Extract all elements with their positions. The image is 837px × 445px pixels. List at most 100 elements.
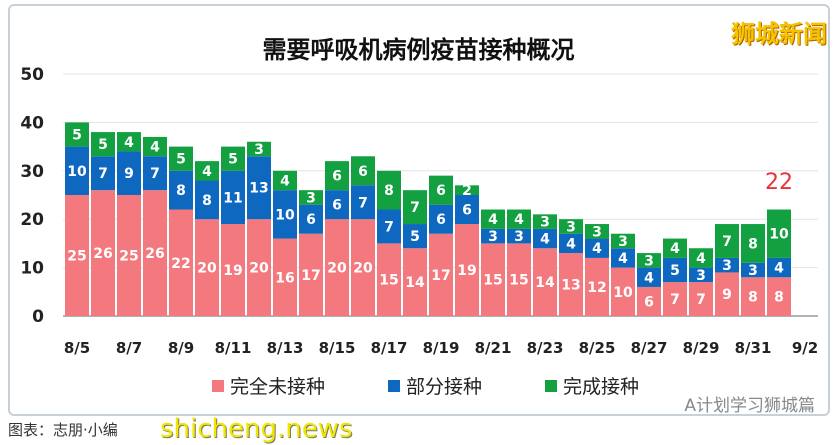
- data-label: 9: [124, 166, 134, 182]
- data-label: 19: [457, 263, 476, 279]
- caption: 图表：志朋·小编: [8, 421, 118, 439]
- bar-segment: [91, 190, 115, 316]
- data-label: 8: [176, 183, 186, 199]
- x-tick-label: 8/31: [735, 339, 772, 357]
- bar-segment: [533, 228, 557, 249]
- bar-segment: [767, 209, 791, 258]
- bar-segment: [143, 156, 167, 191]
- bar-segment: [299, 204, 323, 234]
- data-label: 11: [223, 190, 242, 206]
- data-label: 3: [618, 234, 628, 250]
- legend-swatch: [388, 379, 400, 392]
- data-label: 5: [98, 137, 108, 153]
- legend-item-full: 完成接种: [545, 372, 639, 399]
- x-tick-label: 8/23: [527, 339, 564, 357]
- data-label: 25: [119, 249, 138, 265]
- data-label: 14: [405, 275, 425, 291]
- data-label: 5: [228, 152, 238, 168]
- data-label: 25: [67, 249, 86, 265]
- data-label: 4: [618, 251, 628, 267]
- data-label: 5: [410, 229, 420, 245]
- data-label: 7: [696, 292, 706, 308]
- data-label: 6: [358, 164, 368, 180]
- bar-segment: [143, 136, 167, 157]
- bar-segment: [481, 209, 505, 229]
- data-label: 7: [670, 292, 680, 308]
- bar-segment: [507, 228, 531, 244]
- data-label: 7: [358, 195, 368, 211]
- data-label: 4: [280, 173, 290, 189]
- bar-segment: [715, 257, 739, 273]
- bar-segment: [507, 209, 531, 229]
- bar-segment: [221, 146, 245, 171]
- data-label: 3: [644, 253, 654, 269]
- x-tick-label: 8/11: [215, 339, 252, 357]
- site-watermark: shicheng.news: [160, 414, 353, 444]
- data-label: 8: [748, 290, 758, 306]
- data-label: 4: [150, 140, 160, 156]
- data-label: 22: [171, 256, 190, 272]
- data-label: 4: [540, 232, 550, 248]
- data-label: 4: [774, 261, 784, 277]
- bar-segment: [767, 257, 791, 278]
- x-tick-label: 8/25: [579, 339, 616, 357]
- brand-logo: 狮城新闻: [731, 20, 827, 48]
- data-label: 14: [535, 275, 555, 291]
- bar-segment: [637, 267, 661, 287]
- legend-swatch: [545, 379, 557, 392]
- data-label: 10: [613, 285, 633, 301]
- bar-segment: [273, 170, 297, 191]
- bar-segment: [481, 243, 505, 316]
- bar-segment: [429, 204, 453, 234]
- bar-segment: [559, 219, 583, 234]
- bar-segment: [559, 233, 583, 254]
- chart-title: 需要呼吸机病例疫苗接种概况: [262, 36, 575, 64]
- data-label: 13: [561, 278, 580, 294]
- bar-segment: [689, 248, 713, 268]
- x-tick-label: 9/2: [792, 339, 818, 357]
- data-label: 7: [410, 200, 420, 216]
- bar-segment: [351, 156, 375, 186]
- x-tick-label: 8/27: [631, 339, 668, 357]
- data-label: 7: [150, 166, 160, 182]
- data-label: 10: [67, 164, 87, 180]
- bar-segment: [91, 156, 115, 191]
- data-label: 6: [306, 212, 316, 228]
- data-label: 3: [514, 229, 524, 245]
- data-label: 4: [696, 251, 706, 267]
- bar-segment: [325, 161, 349, 191]
- data-label: 3: [748, 263, 758, 279]
- bar-segment: [585, 224, 609, 239]
- data-label: 4: [566, 236, 576, 252]
- x-tick-label: 8/19: [423, 339, 460, 357]
- bar-segment: [325, 190, 349, 220]
- data-label: 4: [488, 212, 498, 228]
- data-label: 20: [197, 261, 217, 277]
- x-tick-label: 8/21: [475, 339, 512, 357]
- data-label: 6: [462, 203, 472, 219]
- wechat-watermark: A计划学习狮城篇: [684, 396, 815, 416]
- y-tick-label: 20: [20, 210, 44, 230]
- bar-segment: [299, 233, 323, 316]
- data-label: 8: [774, 290, 784, 306]
- legend-item-unvaccinated: 完全未接种: [212, 372, 325, 399]
- data-label: 6: [436, 212, 446, 228]
- y-tick-label: 10: [20, 259, 44, 279]
- bar-segment: [403, 190, 427, 225]
- bar-segment: [533, 248, 557, 316]
- data-label: 3: [488, 229, 498, 245]
- bar-segment: [351, 219, 375, 316]
- bar-segment: [741, 262, 765, 278]
- bar-segment: [611, 233, 635, 249]
- bar-segment: [481, 228, 505, 244]
- data-label: 4: [514, 212, 524, 228]
- bar-segment: [221, 170, 245, 225]
- y-tick-label: 0: [32, 307, 44, 327]
- data-label: 20: [249, 261, 269, 277]
- data-label: 8: [202, 193, 212, 209]
- data-label: 9: [722, 287, 732, 303]
- data-label: 20: [327, 261, 347, 277]
- legend-item-partial: 部分接种: [388, 372, 482, 399]
- bar-segment: [195, 180, 219, 220]
- bar-segment: [117, 195, 141, 316]
